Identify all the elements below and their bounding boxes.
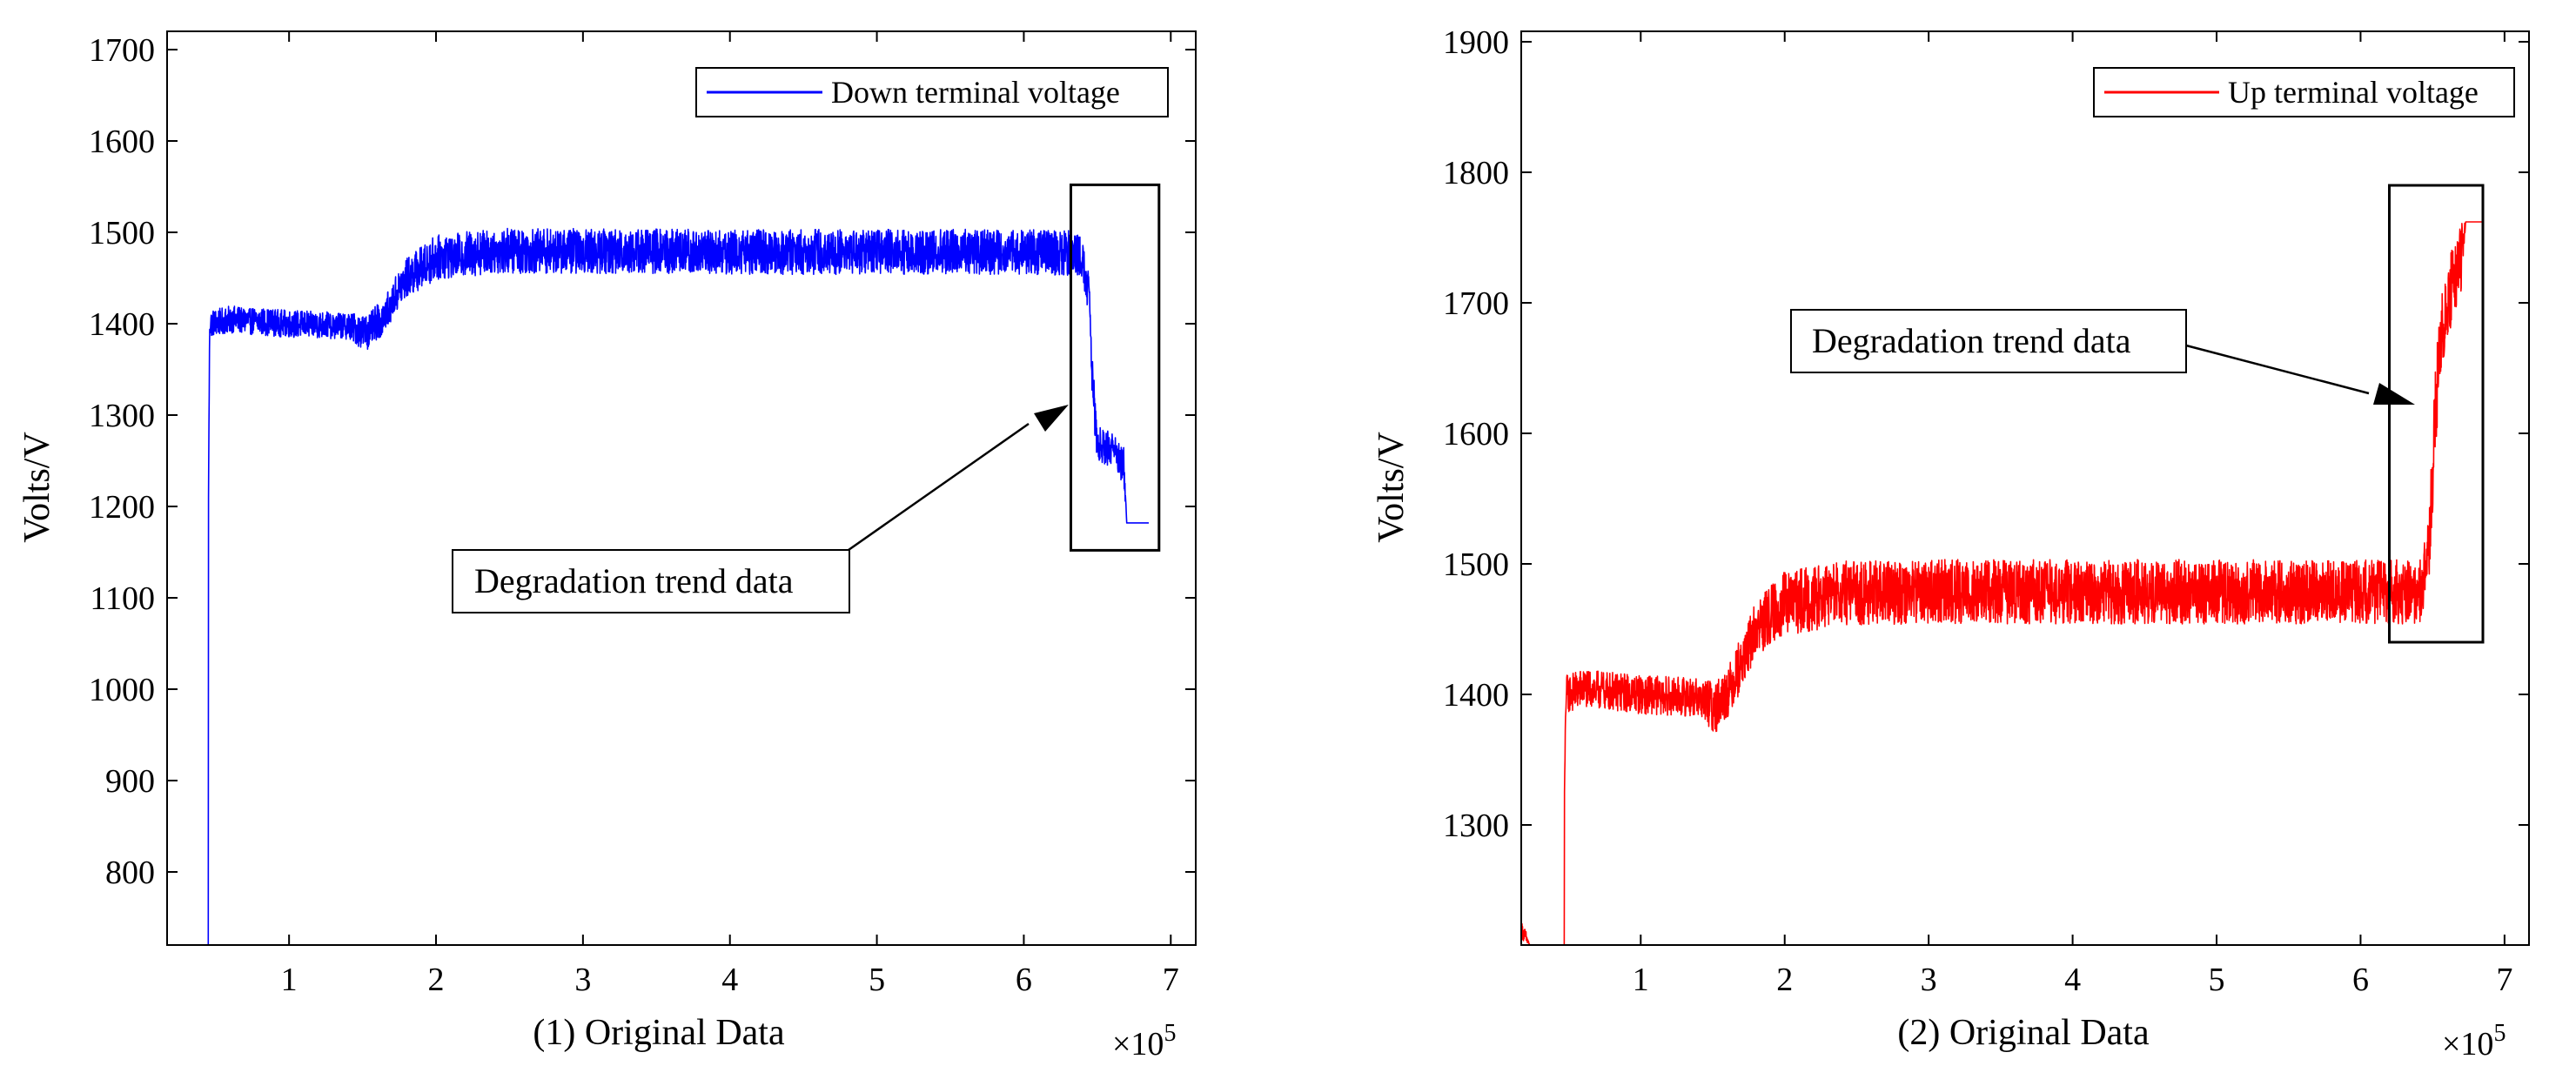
x-tick-label: 7	[1163, 962, 1179, 998]
y-tick-label: 1300	[1443, 808, 1509, 844]
x-exponent-2: ×105	[2442, 1020, 2506, 1063]
annotation-arrowhead-2	[2373, 383, 2415, 405]
plot-frame-2	[1520, 30, 2530, 946]
series-line-2	[1520, 221, 2484, 946]
chart-down-terminal: 1 2 3 4 5 6 7 800 900 1000 1100 1200 1300 1400 1500 160…	[17, 30, 1197, 1063]
x-tick-label: 2	[428, 962, 445, 998]
x-tick-label: 6	[2352, 962, 2369, 998]
y-tick-label: 1400	[1443, 677, 1509, 714]
annotation-text-2: Degradation trend data	[1812, 321, 2131, 360]
legend-label-1: Down terminal voltage	[831, 75, 1120, 110]
tick-group-1: 1 2 3 4 5 6 7 800 900 1000 1100 1200 1300 1400 1500 160…	[89, 31, 1196, 998]
annotation-arrow-line-1	[848, 422, 1030, 552]
y-tick-label: 1100	[90, 580, 155, 617]
y-axis-label-2: Volts/V	[1372, 432, 1412, 543]
x-tick-label: 5	[869, 962, 885, 998]
x-tick-label: 5	[2209, 962, 2225, 998]
y-tick-label: 800	[105, 855, 155, 891]
y-tick-label: 1500	[1443, 546, 1509, 583]
y-tick-label: 1500	[89, 215, 155, 251]
x-tick-label: 1	[1633, 962, 1649, 998]
y-tick-label: 1800	[1443, 155, 1509, 191]
annotation-text-1: Degradation trend data	[474, 561, 794, 600]
x-tick-label: 4	[2064, 962, 2081, 998]
x-tick-label: 2	[1776, 962, 1793, 998]
x-tick-label: 4	[721, 962, 738, 998]
plot-area-2	[1521, 31, 2529, 945]
y-tick-label: 1000	[89, 672, 155, 708]
series-line-1	[207, 227, 1150, 946]
y-tick-label: 1700	[89, 32, 155, 69]
x-tick-label: 7	[2496, 962, 2512, 998]
y-tick-label: 1700	[1443, 285, 1509, 322]
annotation-arrowhead-1	[1034, 405, 1069, 432]
annotation-arrow-line-2	[2185, 344, 2370, 395]
series-line-group-1	[207, 227, 1150, 946]
tick-group-2: 1 2 3 4 5 6 7 1300 1400 1500 1600 1700 1800 1900	[1443, 24, 2529, 998]
x-tick-label: 1	[281, 962, 298, 998]
plot-area-1	[167, 31, 1196, 945]
y-tick-label: 1300	[89, 398, 155, 434]
series-line-group-2	[1520, 221, 2484, 946]
y-axis-label-1: Volts/V	[17, 432, 57, 543]
highlight-box-2	[2388, 184, 2485, 644]
y-tick-label: 1600	[89, 124, 155, 160]
y-tick-label: 900	[105, 763, 155, 800]
annotation-box-2	[1790, 309, 2187, 373]
legend-label-2: Up terminal voltage	[2228, 75, 2479, 110]
chart-up-terminal: 1 2 3 4 5 6 7 1300 1400 1500 1600 1700 1800 1900 Up t…	[1372, 24, 2530, 1063]
x-tick-label: 3	[1921, 962, 1937, 998]
y-tick-label: 1900	[1443, 24, 1509, 61]
y-tick-label: 1400	[89, 306, 155, 343]
x-exponent-1: ×105	[1112, 1020, 1176, 1063]
x-axis-label-2: (2) Original Data	[1897, 1013, 2150, 1053]
y-tick-label: 1600	[1443, 416, 1509, 452]
highlight-box-1	[1070, 183, 1161, 552]
annotation-box-1	[452, 549, 850, 613]
x-axis-label-1: (1) Original Data	[533, 1013, 785, 1053]
x-tick-label: 6	[1016, 962, 1032, 998]
x-tick-label: 3	[574, 962, 591, 998]
plot-frame-1	[166, 30, 1197, 946]
y-tick-label: 1200	[89, 489, 155, 526]
